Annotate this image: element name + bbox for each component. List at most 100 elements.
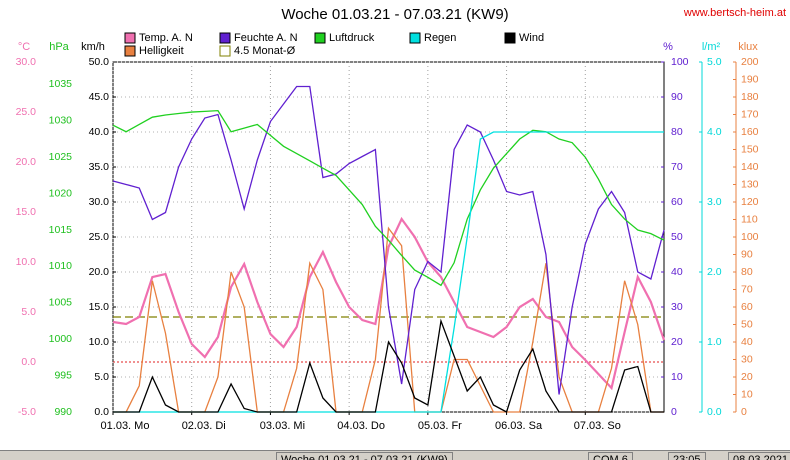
y-tick-label: 2.0 xyxy=(707,266,722,278)
x-tick-label: 03.03. Mi xyxy=(260,420,305,432)
y-tick-label: 5.0 xyxy=(21,306,36,318)
legend-label: Regen xyxy=(424,32,456,44)
y-tick-label: 3.0 xyxy=(707,196,722,208)
legend-label: 4.5 Monat-Ø xyxy=(234,45,296,57)
y-tick-label: 0.0 xyxy=(707,406,722,418)
status-field: COM 6 xyxy=(588,452,633,460)
y-tick-label: 40 xyxy=(741,336,753,348)
axis-title: °C xyxy=(18,41,30,53)
y-tick-label: 1015 xyxy=(49,224,73,236)
y-tick-label: 25.0 xyxy=(89,231,110,243)
y-tick-label: 0.0 xyxy=(21,356,36,368)
y-tick-label: 1025 xyxy=(49,151,73,163)
legend-swatch xyxy=(409,32,421,44)
legend-swatch xyxy=(219,32,231,44)
y-tick-label: 1035 xyxy=(49,78,73,90)
y-tick-label: 20.0 xyxy=(16,156,37,168)
y-tick-label: 10 xyxy=(671,371,683,383)
legend-label: Temp. A. N xyxy=(139,32,193,44)
y-tick-label: 0 xyxy=(671,406,677,418)
y-tick-label: 20.0 xyxy=(89,266,110,278)
y-tick-label: 1005 xyxy=(49,297,73,309)
legend-swatch xyxy=(219,45,231,57)
y-tick-label: 120 xyxy=(741,196,759,208)
y-tick-label: 70 xyxy=(741,283,753,295)
legend-swatch xyxy=(124,45,136,57)
x-tick-label: 07.03. So xyxy=(574,420,621,432)
axis-title: l/m² xyxy=(702,41,721,53)
y-tick-label: 25.0 xyxy=(16,106,37,118)
y-tick-label: 110 xyxy=(741,213,758,225)
chart: Woche 01.03.21 - 07.03.21 (KW9) www.bert… xyxy=(16,6,786,432)
y-tick-label: 50 xyxy=(741,318,753,330)
axis-title: hPa xyxy=(49,41,69,53)
x-tick-label: 02.03. Di xyxy=(182,420,226,432)
y-tick-label: 20 xyxy=(741,371,753,383)
y-tick-label: 170 xyxy=(741,108,759,120)
y-tick-label: 150 xyxy=(741,143,759,155)
y-tick-label: 990 xyxy=(54,406,72,418)
y-tick-label: 995 xyxy=(54,369,72,381)
y-tick-label: 50.0 xyxy=(89,56,110,68)
y-tick-label: 40.0 xyxy=(89,126,110,138)
series-line xyxy=(112,85,665,395)
y-tick-label: 5.0 xyxy=(94,371,109,383)
y-tick-label: 15.0 xyxy=(89,301,110,313)
status-field: 08.03.2021 xyxy=(728,452,790,460)
axis-title: klux xyxy=(738,41,758,53)
x-tick-label: 06.03. Sa xyxy=(495,420,543,432)
y-tick-label: 70 xyxy=(671,161,683,173)
y-tick-label: 200 xyxy=(741,56,759,68)
y-tick-label: 100 xyxy=(671,56,689,68)
y-tick-label: 180 xyxy=(741,91,759,103)
legend-label: Feuchte A. N xyxy=(234,32,298,44)
y-tick-label: 20 xyxy=(671,336,683,348)
legend-label: Luftdruck xyxy=(329,32,375,44)
chart-title: Woche 01.03.21 - 07.03.21 (KW9) xyxy=(281,6,508,23)
y-tick-label: 60 xyxy=(741,301,753,313)
y-tick-label: 15.0 xyxy=(16,206,37,218)
series-line xyxy=(112,109,665,287)
y-tick-label: 10.0 xyxy=(16,256,37,268)
y-tick-label: 1.0 xyxy=(707,336,722,348)
y-tick-label: 1000 xyxy=(49,333,73,345)
y-tick-label: 80 xyxy=(671,126,683,138)
y-tick-label: 130 xyxy=(741,178,759,190)
y-tick-label: 1030 xyxy=(49,115,73,127)
y-tick-label: 10.0 xyxy=(89,336,110,348)
y-tick-label: 100 xyxy=(741,231,759,243)
y-tick-label: 80 xyxy=(741,266,753,278)
legend-label: Wind xyxy=(519,32,544,44)
y-tick-label: 5.0 xyxy=(707,56,722,68)
series-line xyxy=(112,216,666,391)
y-tick-label: 4.0 xyxy=(707,126,722,138)
y-tick-label: 140 xyxy=(741,161,759,173)
axis-title: km/h xyxy=(81,41,105,53)
y-tick-label: 190 xyxy=(741,73,759,85)
y-tick-label: 10 xyxy=(741,388,753,400)
y-tick-label: 90 xyxy=(671,91,683,103)
legend-label: Helligkeit xyxy=(139,45,184,57)
source-link[interactable]: www.bertsch-heim.at xyxy=(683,7,786,19)
status-bar: Woche 01.03.21 - 07.03.21 (KW9) COM 6 23:0… xyxy=(0,450,790,460)
legend-swatch xyxy=(314,32,326,44)
y-tick-label: 90 xyxy=(741,248,753,260)
y-tick-label: 0.0 xyxy=(94,406,109,418)
x-tick-label: 05.03. Fr xyxy=(418,420,462,432)
y-tick-label: -5.0 xyxy=(18,406,36,418)
y-tick-label: 0 xyxy=(741,406,747,418)
y-tick-label: 30 xyxy=(741,353,753,365)
y-tick-label: 35.0 xyxy=(89,161,110,173)
plot-area xyxy=(112,61,665,413)
y-tick-label: 30.0 xyxy=(89,196,110,208)
y-tick-label: 1010 xyxy=(49,260,73,272)
y-tick-label: 30 xyxy=(671,301,683,313)
y-tick-label: 40 xyxy=(671,266,683,278)
y-tick-label: 160 xyxy=(741,126,759,138)
legend-swatch xyxy=(504,32,516,44)
series-line xyxy=(113,318,664,413)
y-tick-label: 45.0 xyxy=(89,91,110,103)
status-field: Woche 01.03.21 - 07.03.21 (KW9) xyxy=(276,452,453,460)
y-tick-label: 1020 xyxy=(49,187,73,199)
